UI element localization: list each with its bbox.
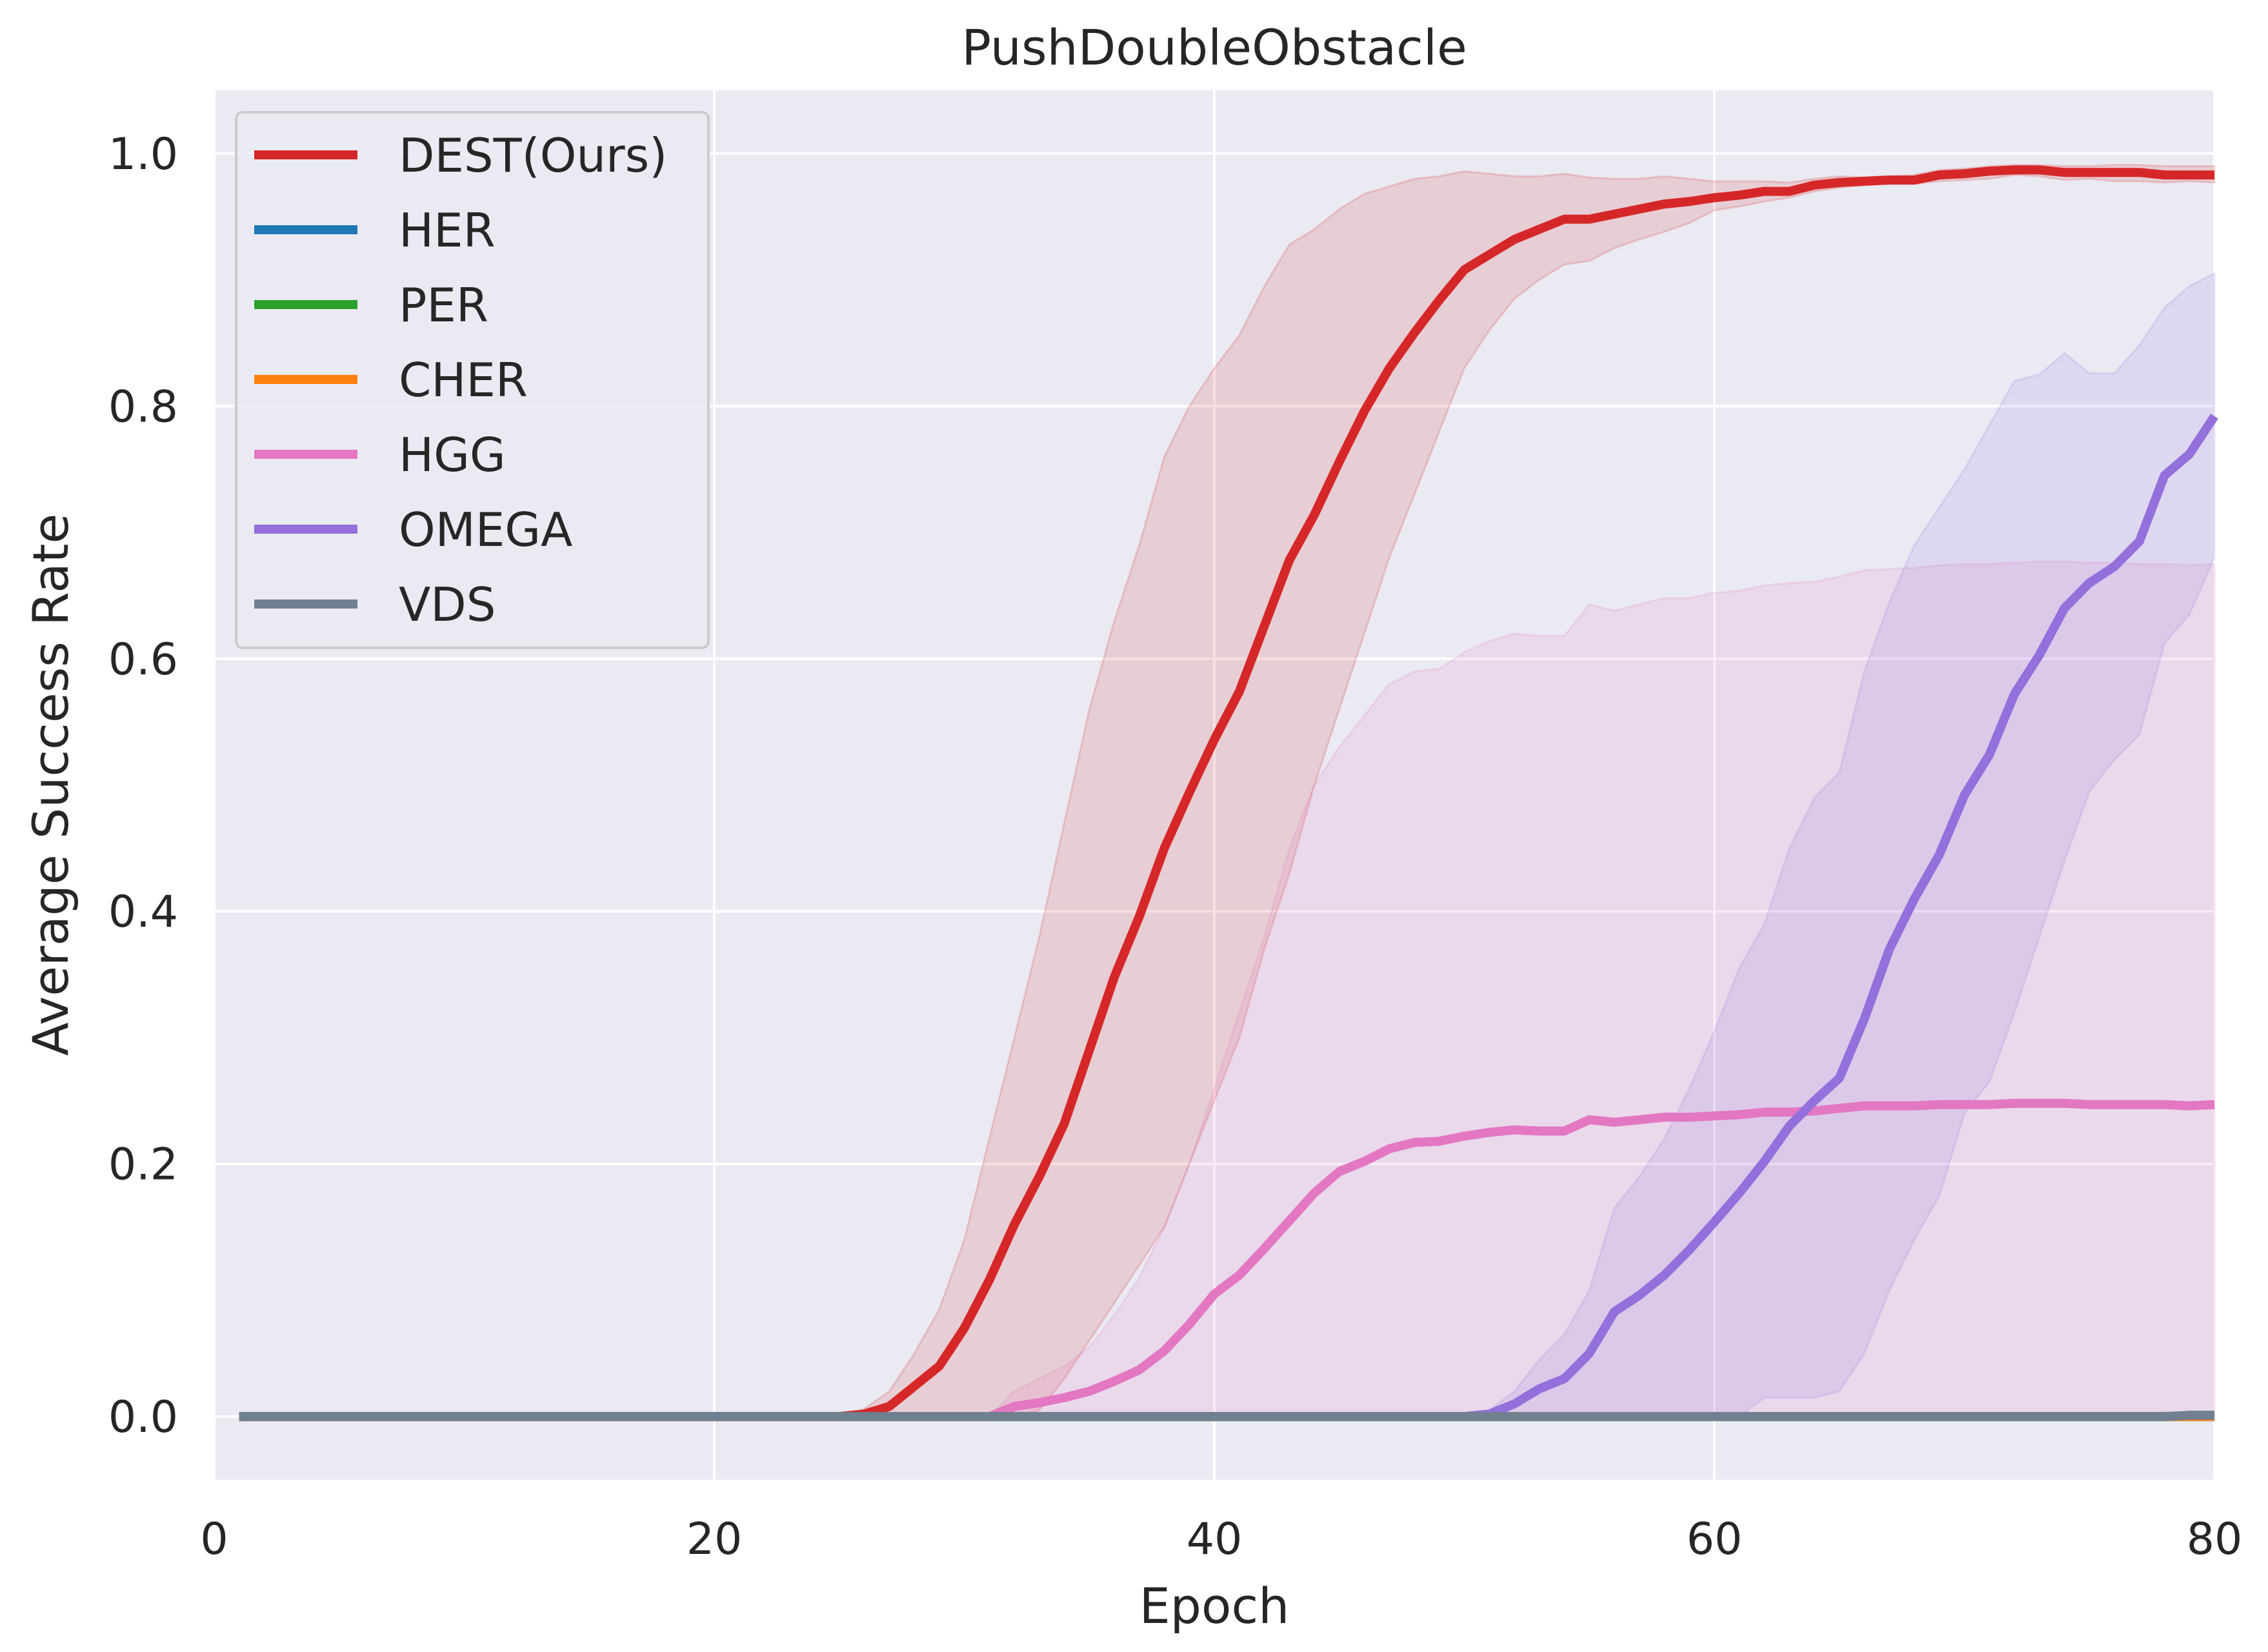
x-tick-label: 40 (1187, 1514, 1243, 1565)
chart-title: PushDoubleObstacle (961, 19, 1467, 76)
y-tick-label: 1.0 (108, 129, 178, 180)
legend: DEST(Ours) HER PER CHER HGG OMEGA VDS (235, 111, 710, 649)
x-axis-label: Epoch (1139, 1577, 1290, 1635)
x-tick-label: 20 (687, 1514, 743, 1565)
series-lines (239, 165, 2218, 1422)
legend-label-vds: VDS (399, 578, 496, 632)
series-line-dest-ours (239, 165, 2214, 1422)
confidence-bands (839, 163, 2216, 1418)
y-axis-label: Average Success Rate (22, 514, 79, 1056)
legend-label-per: PER (399, 278, 488, 332)
y-tick-label: 0.8 (108, 381, 178, 432)
y-tick-label: 0.0 (108, 1392, 178, 1443)
legend-box (235, 111, 710, 649)
x-axis-ticks: 0 20 40 60 80 (200, 1514, 2242, 1565)
x-tick-label: 80 (2187, 1514, 2243, 1565)
legend-label-cher: CHER (399, 353, 528, 407)
legend-label-her: HER (399, 203, 496, 257)
series-line-hgg (239, 1098, 2215, 1422)
y-tick-label: 0.6 (108, 634, 178, 685)
y-tick-label: 0.4 (108, 887, 178, 938)
series-line-omega (239, 414, 2218, 1422)
series-line-vds (239, 1411, 2214, 1422)
y-tick-label: 0.2 (108, 1140, 178, 1191)
x-tick-label: 60 (1687, 1514, 1743, 1565)
legend-label-omega: OMEGA (399, 503, 572, 557)
y-axis-ticks: 0.0 0.2 0.4 0.6 0.8 1.0 (108, 129, 178, 1443)
gridlines (213, 90, 2216, 1480)
legend-label-hgg: HGG (399, 428, 506, 482)
x-tick-label: 0 (200, 1514, 228, 1565)
legend-label-dest-ours: DEST(Ours) (399, 128, 667, 183)
